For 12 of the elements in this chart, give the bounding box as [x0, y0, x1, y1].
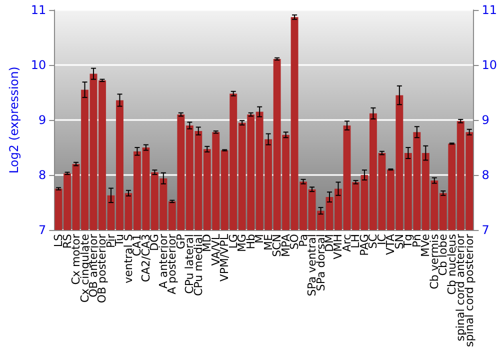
y-tick-label: 11 — [30, 3, 46, 17]
y2-tick-label: 7 — [482, 223, 490, 238]
y2-tick-label: 9 — [482, 113, 490, 128]
y-axis-title: Log2 (expression) — [7, 66, 21, 174]
y2-tick-label: 10 — [482, 58, 498, 72]
y-tick-label: 7 — [38, 223, 46, 238]
x-tick-label: A posterior — [166, 234, 179, 294]
y2-tick-label: 11 — [482, 3, 498, 17]
y-tick-label: 10 — [30, 58, 46, 72]
y-tick-label: 9 — [38, 113, 46, 128]
y2-tick-label: 8 — [482, 168, 490, 182]
y-tick-label: 8 — [38, 168, 46, 182]
